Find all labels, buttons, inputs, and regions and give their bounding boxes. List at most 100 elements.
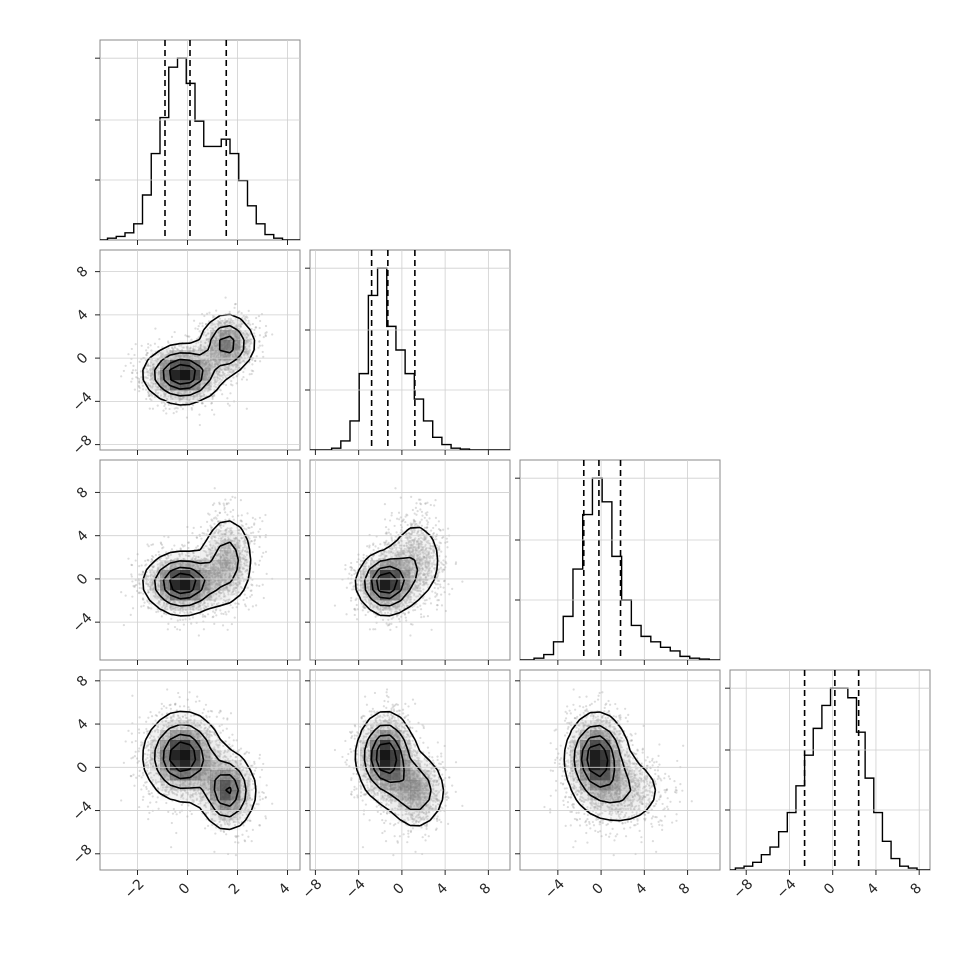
scatter-point <box>210 361 214 365</box>
scatter-point <box>246 316 249 319</box>
scatter-point <box>167 341 170 344</box>
scatter-point <box>180 390 184 393</box>
scatter-point <box>208 513 211 516</box>
scatter-point <box>227 365 230 368</box>
scatter-point <box>226 327 229 330</box>
scatter-point <box>200 593 203 596</box>
scatter-point <box>218 583 222 587</box>
scatter-point <box>215 582 218 586</box>
scatter-point <box>240 520 243 523</box>
scatter-point <box>237 529 241 532</box>
scatter-point <box>146 364 150 367</box>
scatter-point <box>184 401 187 405</box>
scatter-point <box>212 599 215 602</box>
scatter-point <box>242 359 246 362</box>
scatter-point <box>194 327 197 330</box>
scatter-point <box>232 537 235 540</box>
scatter-point <box>166 567 169 570</box>
scatter-point <box>184 354 188 357</box>
scatter-point <box>197 605 200 609</box>
density-cell <box>180 350 191 361</box>
density-cell <box>210 370 221 381</box>
scatter-point <box>181 618 185 621</box>
scatter-point <box>188 602 191 605</box>
scatter-point <box>188 349 191 352</box>
scatter-point <box>227 360 230 363</box>
scatter-point <box>245 522 248 526</box>
density-cell <box>170 380 181 391</box>
scatter-point <box>237 546 240 549</box>
scatter-point <box>138 379 141 383</box>
density-cell <box>180 380 191 391</box>
scatter-point <box>253 538 257 541</box>
scatter-point <box>233 557 236 560</box>
scatter-point <box>217 553 220 556</box>
scatter-point <box>227 371 230 374</box>
scatter-point <box>163 391 166 394</box>
scatter-point <box>195 536 198 539</box>
scatter-point <box>201 532 204 535</box>
scatter-point <box>218 542 221 545</box>
scatter-point <box>157 371 160 374</box>
scatter-point <box>156 404 159 407</box>
scatter-point <box>190 605 194 608</box>
scatter-point <box>254 535 258 539</box>
scatter-point <box>154 391 157 394</box>
scatter-point <box>130 573 133 576</box>
scatter-point <box>157 370 161 373</box>
scatter-point <box>183 544 186 547</box>
scatter-point <box>210 552 213 555</box>
scatter-point <box>198 423 201 427</box>
density-cell <box>190 340 201 351</box>
scatter-point <box>239 325 242 328</box>
scatter-point <box>233 616 236 619</box>
scatter-point <box>217 331 220 334</box>
scatter-point <box>214 361 217 364</box>
scatter-point <box>218 591 221 594</box>
scatter-point <box>214 364 217 368</box>
scatter-point <box>175 354 178 358</box>
scatter-point <box>231 566 234 569</box>
scatter-point <box>258 340 261 343</box>
scatter-point <box>131 595 134 598</box>
scatter-point <box>223 367 226 370</box>
scatter-point <box>194 345 197 348</box>
scatter-point <box>239 574 243 577</box>
scatter-point <box>210 580 213 584</box>
scatter-point <box>151 588 154 592</box>
scatter-point <box>258 545 261 549</box>
scatter-point <box>181 354 184 357</box>
scatter-point <box>192 526 195 529</box>
density-cell <box>140 370 151 381</box>
scatter-point <box>224 528 227 531</box>
scatter-point <box>140 376 143 379</box>
scatter-point <box>242 370 245 374</box>
scatter-point <box>165 412 168 415</box>
scatter-point <box>133 388 136 391</box>
scatter-point <box>227 366 230 369</box>
scatter-point <box>240 537 243 540</box>
scatter-point <box>244 541 247 544</box>
scatter-point <box>182 354 186 358</box>
scatter-point <box>245 332 248 336</box>
scatter-point <box>228 310 231 314</box>
scatter-point <box>187 554 190 558</box>
scatter-point <box>210 526 213 530</box>
scatter-point <box>160 561 163 564</box>
scatter-point <box>219 581 223 584</box>
scatter-point <box>228 370 232 373</box>
scatter-point <box>190 354 194 358</box>
scatter-point <box>235 606 238 609</box>
scatter-point <box>216 363 219 366</box>
scatter-point <box>163 355 166 358</box>
scatter-point <box>207 354 210 357</box>
scatter-point <box>210 327 214 330</box>
scatter-point <box>208 540 211 543</box>
scatter-point <box>253 335 257 338</box>
scatter-point <box>213 531 217 534</box>
scatter-point <box>229 317 232 320</box>
scatter-point <box>235 382 238 385</box>
scatter-point <box>165 358 168 361</box>
scatter-point <box>234 561 237 564</box>
scatter-point <box>239 544 242 547</box>
